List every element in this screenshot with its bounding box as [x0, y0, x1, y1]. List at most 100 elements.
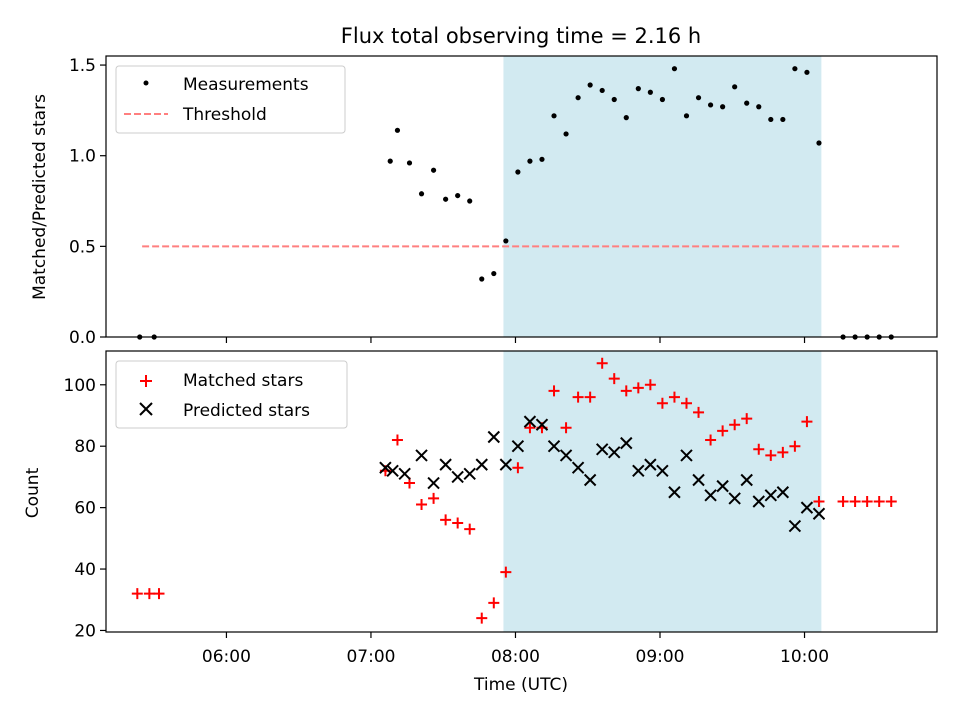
bottom-xtick-label: 08:00: [491, 647, 540, 667]
measurements-point: [768, 116, 774, 123]
matched-stars-point: [801, 416, 813, 428]
matched-stars-point: [524, 422, 536, 434]
measurements-point: [587, 82, 593, 88]
measurements-point: [479, 276, 485, 282]
predicted-stars-point: [716, 479, 729, 493]
measurements-point: [780, 116, 786, 123]
predicted-stars-point: [620, 436, 633, 450]
predicted-stars-point: [523, 415, 537, 428]
measurements-point: [551, 113, 557, 119]
matched-stars-point: [572, 391, 584, 403]
predicted-stars-point: [608, 446, 621, 459]
bottom-legend-box: [115, 360, 348, 429]
measurements-point: [756, 104, 762, 110]
predicted-stars-point: [398, 467, 411, 481]
measurements-point: [467, 198, 473, 204]
matched-stars-point: [789, 440, 801, 452]
matched-stars-point: [584, 391, 596, 403]
legend-marker-predicted-stars: [139, 402, 153, 416]
matched-stars-point: [608, 373, 620, 385]
predicted-stars-point: [788, 519, 802, 533]
matched-stars-point: [153, 588, 165, 600]
measurements-point: [575, 95, 581, 101]
matched-stars-point: [560, 422, 572, 434]
measurements-point: [418, 191, 425, 197]
top-ytick-label: 0.0: [69, 328, 96, 348]
measurements-point: [430, 167, 437, 173]
matched-stars-point: [668, 391, 680, 403]
top-panel: 0.0 0.5 1.0 1.5 Matched/Predicted stars Mea…: [30, 55, 938, 348]
matched-stars-point: [548, 385, 560, 397]
measurements-point: [563, 131, 569, 137]
measurements-point: [599, 87, 605, 94]
predicted-stars-point: [800, 501, 814, 514]
predicted-stars-point: [740, 473, 753, 487]
predicted-stars-point: [583, 473, 597, 487]
matched-stars-point: [632, 382, 644, 394]
measurements-point: [503, 238, 509, 244]
matched-stars-point: [885, 495, 897, 507]
measurements-point: [491, 270, 497, 277]
matched-stars-point: [596, 357, 608, 369]
predicted-stars-point: [427, 476, 440, 490]
legend-label-threshold: Threshold: [182, 105, 267, 125]
predicted-stars-point: [386, 464, 399, 477]
measurements-point: [406, 160, 413, 166]
bottom-panel: 20 40 60 80 100 06:00 07:00 08:00 09:00 10:00 Cou…: [23, 350, 938, 695]
measurements-point: [635, 86, 641, 92]
legend-label-measurements: Measurements: [183, 75, 309, 95]
matched-stars-point: [873, 495, 885, 507]
predicted-stars-point: [499, 458, 513, 471]
matched-stars-point: [391, 434, 403, 446]
matched-stars-point: [620, 385, 632, 397]
bottom-ytick-label: 40: [74, 560, 96, 580]
matched-stars-point: [849, 495, 861, 507]
bottom-ytick-label: 100: [64, 376, 96, 396]
legend-label-predicted-stars: Predicted stars: [183, 401, 310, 421]
matched-stars-point: [428, 492, 440, 504]
measurements-point: [744, 100, 750, 106]
measurements-point: [394, 127, 401, 133]
measurements-point: [695, 95, 702, 101]
bottom-xtick-label: 07:00: [346, 647, 395, 667]
matched-stars-point: [741, 413, 753, 425]
legend-marker-matched-stars: [140, 375, 152, 387]
predicted-stars-point: [680, 449, 693, 462]
top-ytick-label: 1.5: [69, 56, 96, 76]
bottom-axes-frame: [105, 350, 938, 633]
matched-stars-point: [440, 514, 452, 526]
bottom-ytick-label: 80: [74, 437, 96, 457]
bottom-xtick-label: 09:00: [636, 647, 685, 667]
predicted-stars-point: [704, 489, 717, 502]
predicted-stars-point: [764, 489, 778, 502]
predicted-stars-point: [415, 449, 428, 462]
top-legend-box: [115, 65, 346, 134]
matched-stars-point: [693, 406, 705, 418]
matched-stars-point: [452, 517, 464, 529]
predicted-stars-point: [511, 439, 525, 453]
matched-stars-point: [512, 462, 524, 474]
predicted-stars-point: [559, 449, 573, 462]
bottom-ylabel: Count: [23, 467, 43, 518]
legend-marker-measurements: [143, 80, 149, 86]
measurements-point: [527, 158, 533, 164]
matched-stars-point: [837, 495, 849, 507]
predicted-stars-point: [776, 486, 790, 499]
matched-stars-point: [777, 446, 789, 458]
predicted-stars-point: [547, 439, 561, 453]
predicted-stars-point: [692, 473, 705, 487]
measurements-point: [792, 66, 798, 72]
measurements-point: [515, 169, 521, 175]
matched-stars-point: [765, 449, 777, 461]
matched-stars-point: [131, 588, 143, 600]
matched-stars-point: [488, 597, 500, 609]
predicted-stars-point: [668, 486, 681, 499]
matched-stars-point: [644, 379, 656, 391]
matched-stars-point: [464, 523, 476, 535]
predicted-stars-point: [728, 492, 741, 505]
measurements-point: [623, 115, 629, 121]
measurements-point: [720, 104, 726, 110]
predicted-stars-point: [463, 467, 476, 481]
matched-stars-point: [753, 443, 765, 455]
